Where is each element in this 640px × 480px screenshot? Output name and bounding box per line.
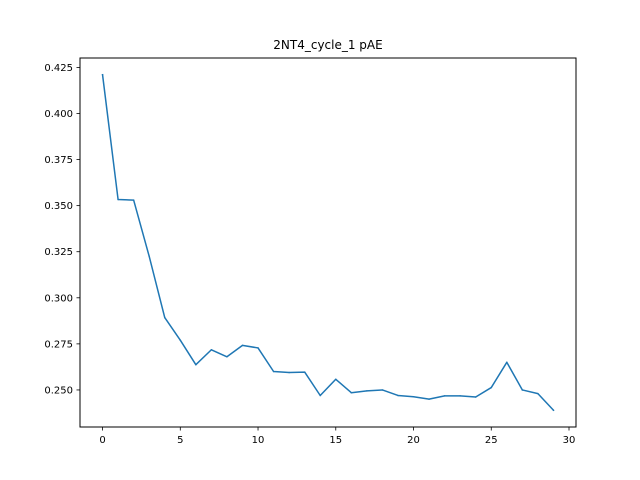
data-point [552, 409, 555, 411]
data-point [366, 390, 368, 392]
y-tick-label: 0.325 [44, 247, 73, 258]
data-point [506, 361, 508, 364]
data-point [241, 344, 244, 347]
x-tick-label: 0 [99, 435, 105, 446]
y-tick-label: 0.300 [44, 293, 73, 304]
data-point [101, 74, 104, 76]
data-point [226, 356, 228, 358]
data-point [459, 395, 461, 397]
data-point [117, 198, 119, 201]
data-point [303, 371, 306, 373]
data-point [210, 349, 213, 351]
data-point [257, 347, 259, 349]
data-point [521, 389, 524, 391]
data-point [350, 391, 353, 394]
data-point [474, 396, 477, 398]
series-line [101, 73, 555, 412]
x-tick-label: 10 [252, 435, 265, 446]
data-point [195, 363, 197, 366]
data-point [272, 370, 275, 373]
y-tick-label: 0.350 [44, 201, 73, 212]
plot-area [80, 58, 576, 427]
y-tick-label: 0.275 [44, 339, 73, 350]
data-point [132, 199, 135, 201]
data-point [335, 378, 337, 381]
data-point [443, 395, 446, 397]
data-point [412, 396, 415, 398]
y-tick-label: 0.400 [44, 109, 73, 120]
data-point [397, 394, 399, 397]
x-tick-label: 25 [485, 435, 498, 446]
y-tick-label: 0.250 [44, 385, 73, 396]
x-tick-label: 20 [407, 435, 420, 446]
chart-title: 2NT4_cycle_1 pAE [273, 38, 382, 52]
data-point [179, 339, 182, 341]
data-point [163, 316, 166, 319]
x-axis: 0 5 10 15 20 25 30 [99, 427, 575, 446]
x-tick-label: 15 [329, 435, 342, 446]
plot-frame [79, 57, 577, 428]
data-point [319, 394, 321, 397]
y-axis: 0.250 0.275 0.300 0.325 0.350 0.375 0.400 0.425 [44, 63, 80, 396]
data-point [490, 386, 493, 389]
data-point [428, 398, 430, 400]
data-point [381, 389, 384, 391]
x-tick-label: 5 [177, 435, 183, 446]
data-point [288, 371, 290, 374]
x-tick-label: 30 [563, 435, 576, 446]
data-point [148, 255, 150, 258]
series-layer [101, 73, 555, 412]
data-point [537, 392, 539, 395]
y-tick-label: 0.425 [44, 63, 73, 74]
y-tick-label: 0.375 [44, 155, 73, 166]
